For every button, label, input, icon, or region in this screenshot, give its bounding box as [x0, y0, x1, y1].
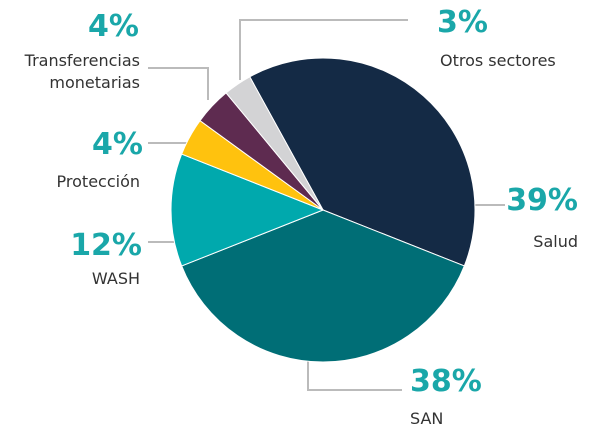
pct-label: 12%	[70, 228, 142, 263]
leader-lines	[148, 19, 505, 391]
leader-line	[148, 67, 209, 100]
pie-slice	[225, 76, 324, 211]
pct-label: 4%	[92, 127, 143, 162]
pie-slice	[170, 153, 325, 267]
slice-label: WASH	[91, 269, 140, 288]
slice-label: SAN	[410, 409, 444, 428]
pie-slice	[249, 57, 476, 267]
pct-label: 3%	[437, 5, 488, 40]
leader-line	[307, 355, 402, 391]
pct-label: 38%	[410, 364, 482, 399]
slice-label: Transferencias monetarias	[24, 51, 140, 92]
pct-label: 39%	[506, 183, 578, 218]
slice-label: Protección	[56, 172, 140, 191]
slice-label: Salud	[533, 232, 578, 251]
pct-label: 4%	[88, 9, 139, 44]
pie-slice	[181, 209, 465, 363]
leader-line	[239, 19, 408, 80]
slice-label: Otros sectores	[440, 51, 556, 70]
